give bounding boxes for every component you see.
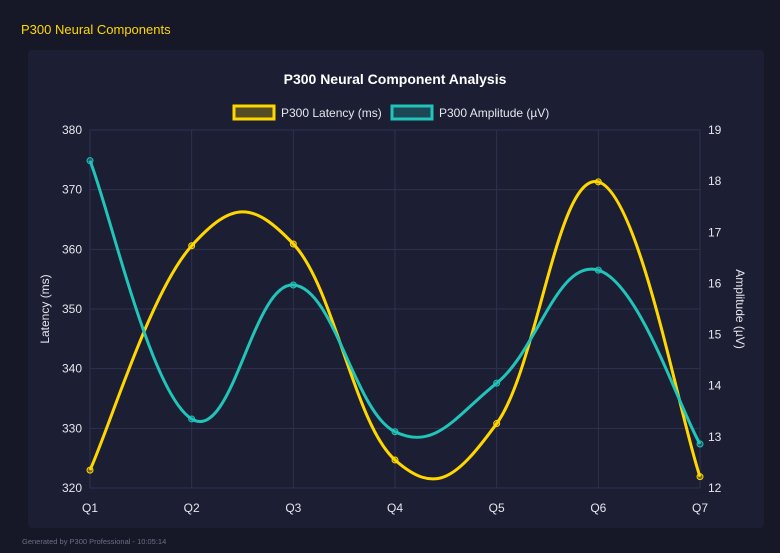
x-tick-label: Q1 [82, 501, 98, 515]
data-point [594, 178, 602, 186]
x-tick-label: Q5 [489, 501, 505, 515]
y-tick-label: 360 [62, 242, 82, 256]
data-point [594, 266, 602, 274]
legend-label: P300 Latency (ms) [281, 106, 382, 120]
data-point [188, 242, 196, 250]
x-tick-label: Q3 [285, 501, 301, 515]
data-point [391, 456, 399, 464]
legend-label: P300 Amplitude (µV) [439, 106, 549, 120]
x-tick-label: Q6 [590, 501, 606, 515]
data-point [391, 428, 399, 436]
y2-tick-label: 15 [708, 328, 722, 342]
data-point [696, 473, 704, 481]
series-line-2 [88, 160, 702, 445]
data-point [289, 281, 297, 289]
y2-tick-label: 18 [708, 174, 722, 188]
x-tick-label: Q4 [387, 501, 403, 515]
y2-tick-label: 12 [708, 481, 722, 495]
data-point [86, 157, 94, 165]
y2-axis-title: Amplitude (µV) [733, 269, 747, 349]
y-tick-label: 320 [62, 481, 82, 495]
legend-swatch [232, 104, 276, 121]
footer-text: Generated by P300 Professional - 10:05:1… [22, 537, 167, 546]
page-heading: P300 Neural Components [21, 22, 171, 37]
y2-tick-label: 16 [708, 276, 722, 290]
y-tick-label: 350 [62, 302, 82, 316]
y2-tick-label: 17 [708, 225, 722, 239]
data-point [493, 420, 501, 428]
y2-tick-label: 14 [708, 379, 722, 393]
y2-tick-label: 13 [708, 430, 722, 444]
data-point [86, 466, 94, 474]
y-tick-label: 340 [62, 362, 82, 376]
y2-tick-label: 19 [708, 123, 722, 137]
chart-title: P300 Neural Component Analysis [284, 71, 507, 87]
data-point [289, 240, 297, 248]
y-tick-label: 380 [62, 123, 82, 137]
y-tick-label: 370 [62, 183, 82, 197]
legend-swatch [390, 104, 434, 121]
x-tick-label: Q7 [692, 501, 708, 515]
x-tick-label: Q2 [184, 501, 200, 515]
y-tick-label: 330 [62, 421, 82, 435]
data-point [188, 415, 196, 423]
data-point [493, 379, 501, 387]
series-line-1 [88, 180, 702, 481]
y-axis-title: Latency (ms) [38, 274, 52, 343]
data-point [696, 440, 704, 448]
